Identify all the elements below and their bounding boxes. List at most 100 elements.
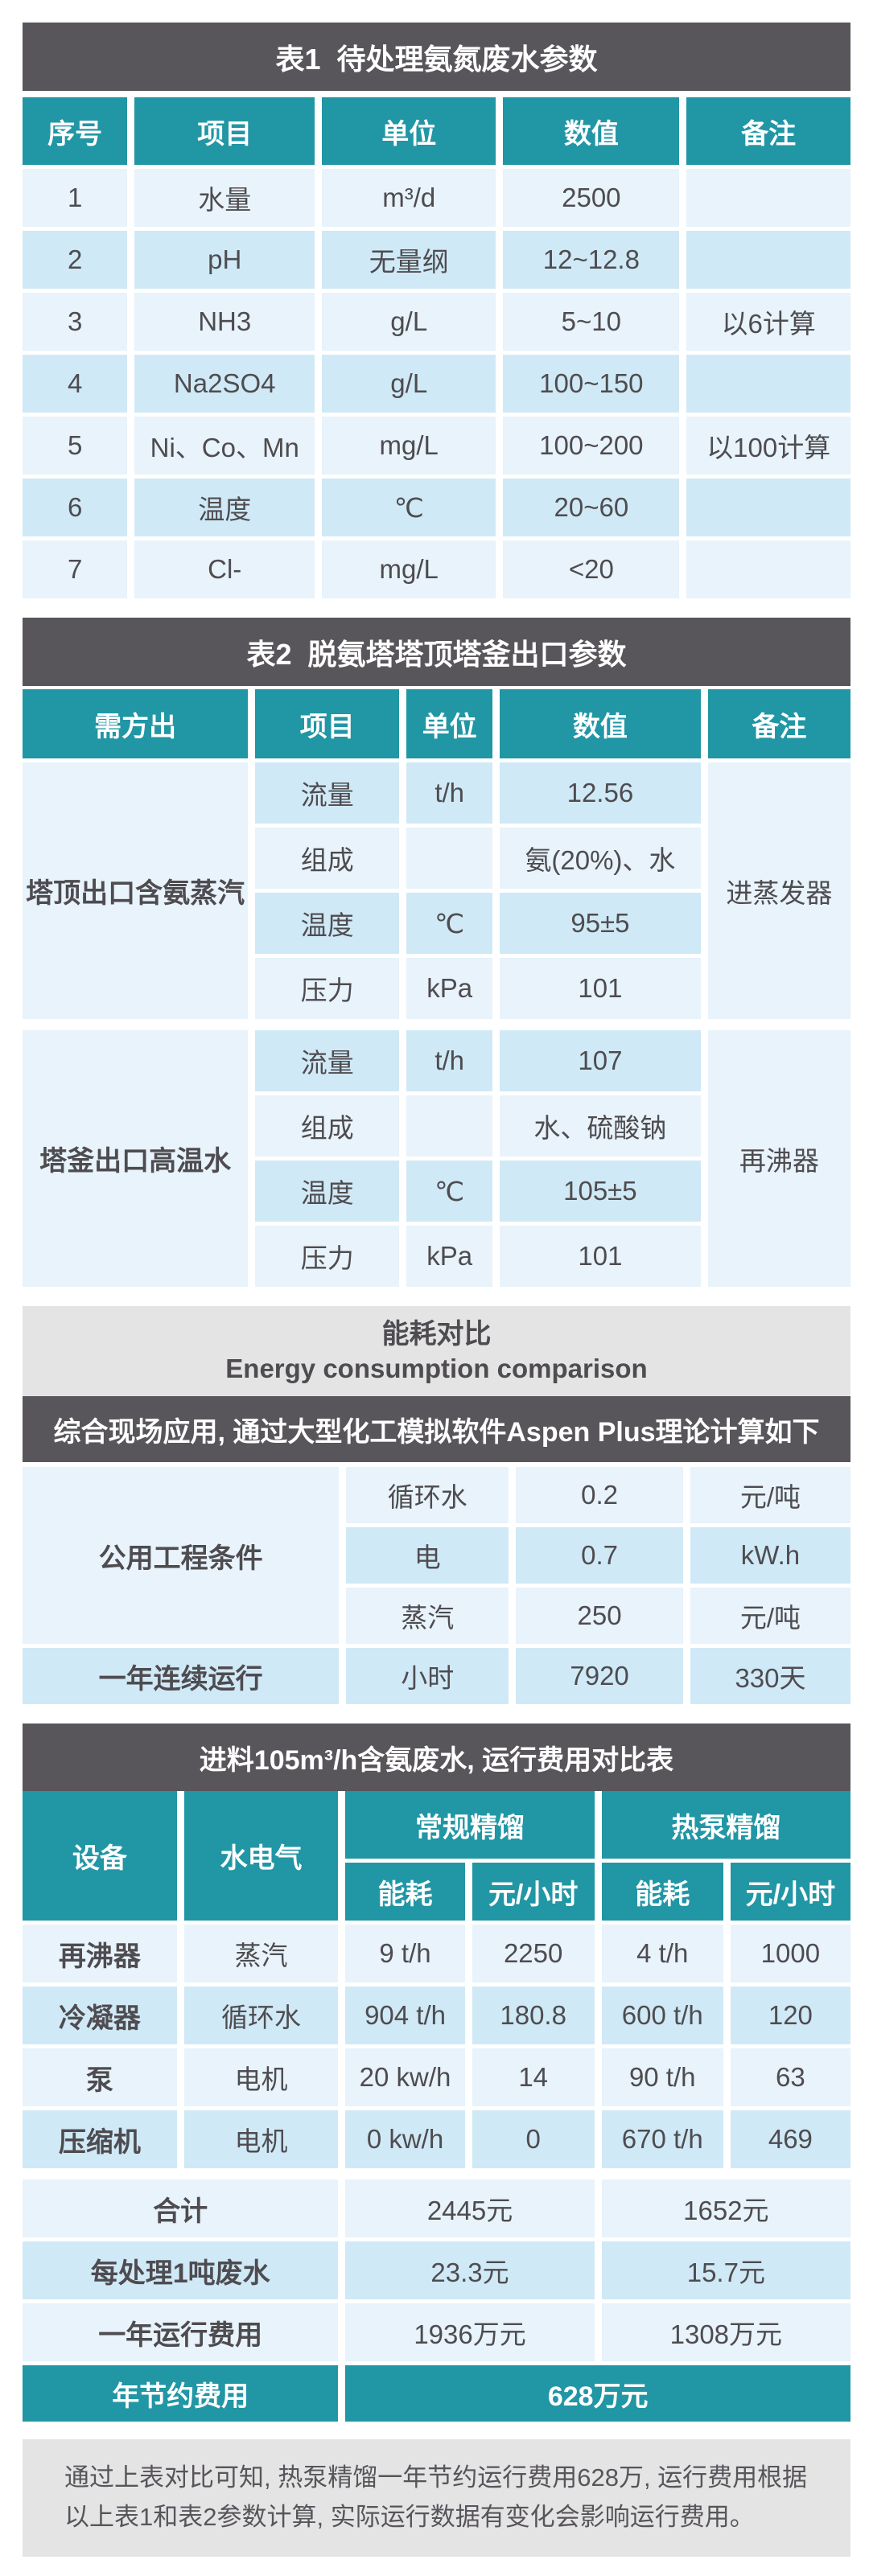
t4-row-label: 冷凝器: [23, 1986, 177, 2044]
table-cell: 14: [472, 2048, 595, 2106]
t4-subheader-cost: 元/小时: [472, 1863, 595, 1921]
table-cell: 温度: [134, 479, 315, 536]
table-cell: [686, 479, 850, 536]
t4-savings-label: 年节约费用: [23, 2365, 339, 2422]
table-cell: 105±5: [500, 1161, 701, 1222]
table-cell: 101: [500, 958, 701, 1019]
table-cell: 3: [23, 293, 128, 351]
table-cell: 1652元: [601, 2180, 850, 2237]
t3-utility-label: 公用工程条件: [23, 1467, 340, 1644]
table1-grid: 序号 项目 单位 数值 备注 1 水量 m³/d 2500 2 pH 无量纲 1…: [23, 97, 850, 598]
table-cell: 330天: [690, 1648, 850, 1704]
table-cell: 180.8: [472, 1986, 595, 2044]
t4-header-conventional: 常规精馏: [345, 1791, 595, 1859]
t4-header-heat-pump: 热泵精馏: [601, 1791, 850, 1859]
table3-grid: 公用工程条件 循环水 0.2 元/吨 电 0.7 kW.h 蒸汽 250 元/吨…: [23, 1467, 850, 1704]
table-cell: Ni、Co、Mn: [134, 417, 315, 475]
table-cell: [686, 231, 850, 289]
table-cell: 469: [730, 2110, 850, 2168]
table-cell: 元/吨: [690, 1467, 850, 1523]
table-cell: 1308万元: [601, 2303, 850, 2361]
table-cell: 压力: [255, 1226, 400, 1287]
table-cell: [686, 540, 850, 598]
table4-title-bar: 进料105m³/h含氨废水, 运行费用对比表: [23, 1723, 850, 1791]
t2-group1-remark: 进蒸发器: [707, 762, 850, 1019]
table-cell: 670 t/h: [601, 2110, 723, 2168]
table3-title-cn: 能耗对比: [381, 1319, 492, 1350]
table-cell: kW.h: [690, 1527, 850, 1584]
table-cell: 蒸汽: [346, 1588, 509, 1644]
table-cell: 1936万元: [345, 2303, 595, 2361]
t4-subheader-energy: 能耗: [601, 1863, 723, 1921]
table-cell: ℃: [406, 1161, 493, 1222]
table-cell: 12~12.8: [503, 231, 680, 289]
table-cell: 904 t/h: [345, 1986, 465, 2044]
table-cell: 以6计算: [686, 293, 850, 351]
table-cell: 20 kw/h: [345, 2048, 465, 2106]
table3-title-en: Energy consumption comparison: [225, 1353, 648, 1383]
table-cell: ℃: [322, 479, 496, 536]
table-cell: 107: [500, 1030, 701, 1091]
table-cell: [406, 828, 493, 889]
table-cell: 20~60: [503, 479, 680, 536]
table3-subtitle-bar: 综合现场应用, 通过大型化工模拟软件Aspen Plus理论计算如下: [23, 1396, 850, 1462]
table-cell: 90 t/h: [601, 2048, 723, 2106]
table1-title-bar: 表1 待处理氨氮废水参数: [23, 23, 850, 91]
table-cell: 2500: [503, 169, 680, 227]
t4-subheader-energy: 能耗: [345, 1863, 465, 1921]
t4-subheader-cost: 元/小时: [730, 1863, 850, 1921]
t4-summary-label: 合计: [23, 2180, 339, 2237]
table3-section: 能耗对比 Energy consumption comparison 综合现场应…: [23, 1306, 850, 1704]
table-cell: 95±5: [500, 893, 701, 954]
table-cell: 0 kw/h: [345, 2110, 465, 2168]
table-cell: kPa: [406, 1226, 493, 1287]
table-cell: 组成: [255, 1095, 400, 1157]
table2-section: 表2 脱氨塔塔顶塔釜出口参数 需方出 项目 单位 数值 备注 塔顶出口含氨蒸汽 …: [23, 618, 850, 1287]
table-cell: 温度: [255, 1161, 400, 1222]
table-cell: 4: [23, 355, 128, 413]
table-cell: 9 t/h: [345, 1925, 465, 1982]
table-cell: 小时: [346, 1648, 509, 1704]
t2-header-source: 需方出: [23, 689, 249, 758]
table3-title-box: 能耗对比 Energy consumption comparison: [23, 1306, 850, 1396]
table-cell: 7920: [516, 1648, 683, 1704]
table-cell: 120: [730, 1986, 850, 2044]
table-cell: t/h: [406, 762, 493, 824]
table-cell: g/L: [322, 293, 496, 351]
table-cell: 水量: [134, 169, 315, 227]
t1-header-item: 项目: [134, 97, 315, 165]
table-cell: g/L: [322, 355, 496, 413]
table-cell: 电机: [183, 2048, 339, 2106]
table-cell: 600 t/h: [601, 1986, 723, 2044]
table-cell: 0.7: [516, 1527, 683, 1584]
t4-row-label: 泵: [23, 2048, 177, 2106]
table-cell: 以100计算: [686, 417, 850, 475]
table-cell: 氨(20%)、水: [500, 828, 701, 889]
table-cell: pH: [134, 231, 315, 289]
table-cell: 流量: [255, 1030, 400, 1091]
table-cell: 12.56: [500, 762, 701, 824]
table-cell: 蒸汽: [183, 1925, 339, 1982]
table-cell: 15.7元: [601, 2241, 850, 2299]
table-cell: 电机: [183, 2110, 339, 2168]
t2-header-remark: 备注: [707, 689, 850, 758]
table-cell: ℃: [406, 893, 493, 954]
table-cell: mg/L: [322, 417, 496, 475]
table-cell: 1: [23, 169, 128, 227]
t2-header-item: 项目: [255, 689, 400, 758]
table-cell: 4 t/h: [601, 1925, 723, 1982]
table-cell: 循环水: [183, 1986, 339, 2044]
table-cell: 水、硫酸钠: [500, 1095, 701, 1157]
t4-summary-label: 一年运行费用: [23, 2303, 339, 2361]
table-cell: Cl-: [134, 540, 315, 598]
table-cell: [686, 169, 850, 227]
table1-section: 表1 待处理氨氮废水参数 序号 项目 单位 数值 备注 1 水量 m³/d 25…: [23, 23, 850, 598]
table-cell: 5~10: [503, 293, 680, 351]
t2-group1-label: 塔顶出口含氨蒸汽: [23, 762, 249, 1019]
table-cell: 2250: [472, 1925, 595, 1982]
table-cell: [406, 1095, 493, 1157]
table2-title-bar: 表2 脱氨塔塔顶塔釜出口参数: [23, 618, 850, 686]
table2-grid: 需方出 项目 单位 数值 备注 塔顶出口含氨蒸汽 流量 t/h 12.56 组成…: [23, 689, 850, 1287]
table-cell: 压力: [255, 958, 400, 1019]
